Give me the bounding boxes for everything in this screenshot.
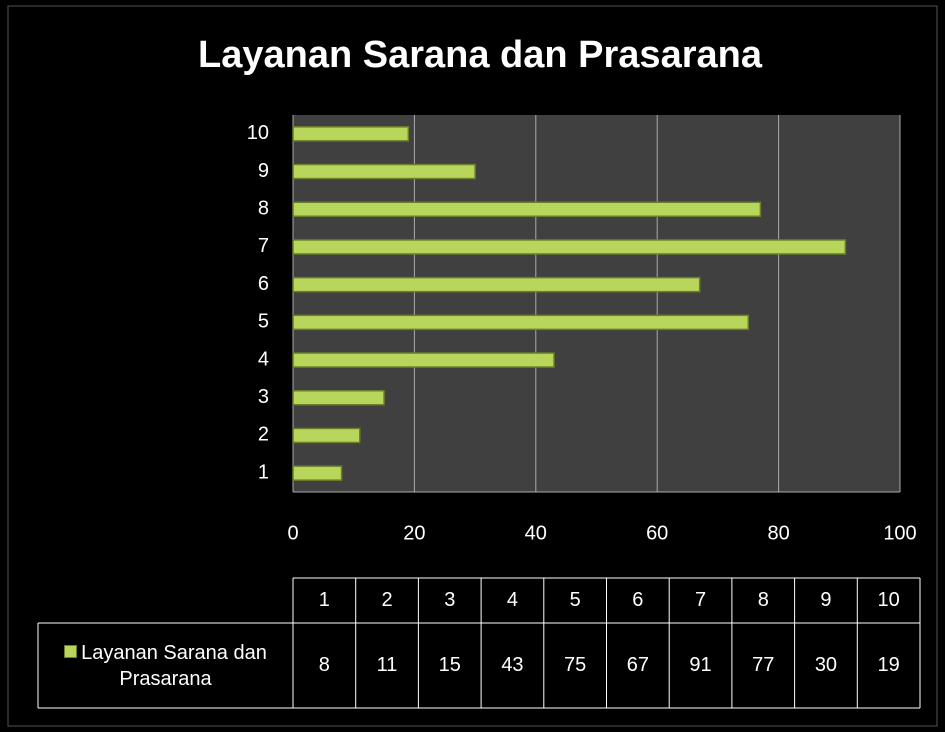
table-value: 19: [878, 654, 900, 676]
bar: [292, 126, 410, 142]
table-value: 67: [627, 654, 649, 676]
y-tick-label: 6: [258, 273, 269, 295]
table-value: 11: [377, 654, 398, 676]
table-header: 3: [444, 589, 455, 611]
table-value: 77: [752, 654, 774, 676]
bar: [292, 465, 343, 481]
bar: [292, 163, 476, 180]
legend-label: Layanan Sarana dan Prasarana: [81, 641, 267, 690]
x-tick-label: 60: [646, 522, 668, 544]
legend-key: [64, 644, 78, 658]
y-tick-label: 7: [258, 235, 269, 257]
legend-entry: Layanan Sarana dan Prasarana: [38, 640, 293, 692]
table-header: 4: [507, 589, 518, 611]
bar: [292, 314, 749, 331]
x-tick-label: 100: [883, 522, 916, 544]
x-tick-label: 80: [767, 522, 789, 544]
table-header: 6: [632, 589, 643, 611]
table-header: 1: [319, 589, 330, 611]
y-tick-label: 8: [258, 198, 269, 220]
table-value: 15: [439, 654, 461, 676]
y-tick-label: 1: [258, 461, 269, 483]
bar: [292, 276, 701, 293]
y-tick-label: 5: [258, 311, 269, 333]
table-value: 91: [689, 654, 711, 676]
table-header: 5: [570, 589, 581, 611]
bar: [292, 239, 847, 255]
chart-title: Layanan Sarana dan Prasarana: [198, 34, 763, 76]
table-header: 10: [878, 589, 900, 611]
table-header: 8: [758, 589, 769, 611]
table-header: 2: [381, 589, 392, 611]
table-value: 30: [815, 654, 837, 676]
table-header: 9: [820, 589, 831, 611]
y-tick-label: 3: [258, 386, 269, 408]
table-header: 7: [695, 589, 706, 611]
table-value: 43: [501, 654, 523, 676]
table-value: 75: [564, 654, 586, 676]
y-tick-label: 4: [258, 348, 269, 370]
x-tick-label: 40: [525, 522, 547, 544]
x-tick-label: 0: [287, 522, 298, 544]
y-tick-label: 9: [258, 160, 269, 182]
y-tick-label: 2: [258, 424, 269, 446]
legend-cell: Layanan Sarana dan Prasarana: [38, 623, 293, 708]
y-tick-label: 10: [247, 122, 269, 144]
bar: [292, 201, 762, 217]
bar: [292, 427, 361, 444]
bar: [292, 390, 385, 406]
x-tick-label: 20: [403, 522, 425, 544]
bar: [292, 352, 555, 368]
table-value: 8: [319, 654, 330, 676]
